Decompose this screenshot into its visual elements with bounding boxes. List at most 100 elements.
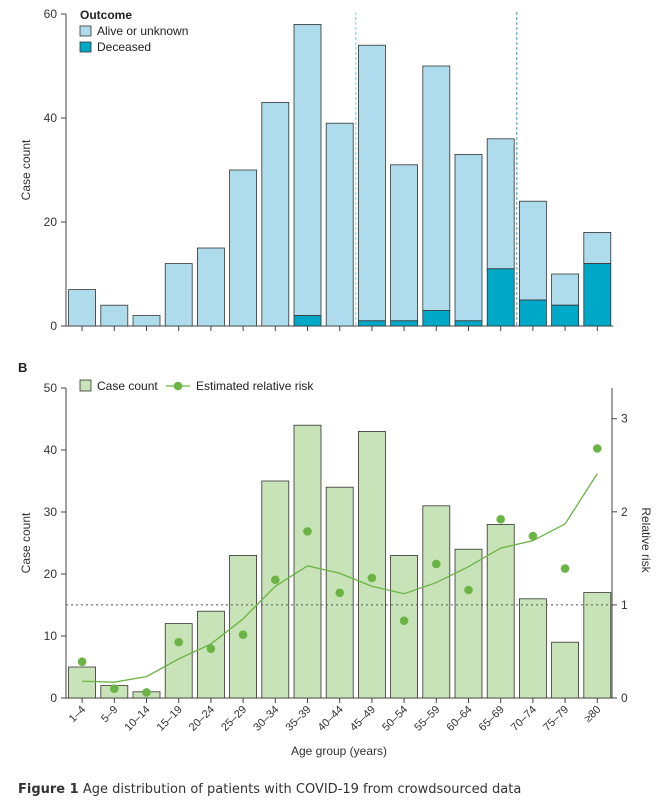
bar-alive-70-74 [519, 200, 547, 301]
bar-case-count-65-69 [486, 524, 515, 699]
panel-a-y-axis-label: Case count [19, 139, 33, 200]
bar-alive-1-4 [68, 289, 96, 327]
figure-caption: Figure 1 Age distribution of patients wi… [18, 782, 521, 797]
bar-deceased-50-54 [390, 320, 419, 327]
x-tick-label-50-54: 50–54 [380, 704, 410, 734]
bar-case-count-1-4 [68, 666, 96, 699]
bar-case-count-70-74 [519, 598, 547, 699]
panel-a-y-tick-label: 0 [50, 319, 57, 333]
bar-alive-20-24 [196, 247, 225, 327]
relative-risk-point-70-74 [528, 531, 538, 541]
relative-risk-point-75-79 [560, 564, 570, 573]
panel-b-x-axis-label: Age group (years) [291, 744, 387, 758]
bar-case-count-35-39 [293, 424, 322, 699]
x-tick-label-25-29: 25–29 [219, 704, 249, 734]
bar-case-count-60-64 [454, 548, 483, 699]
bar-alive-65-69 [486, 138, 515, 270]
x-tick-label-65-69: 65–69 [477, 704, 507, 734]
x-tick-label-10-14: 10–14 [123, 704, 153, 734]
panel-b-label: B [18, 360, 27, 375]
bar-case-count-20-24 [196, 610, 225, 699]
bar-alive-75-79 [551, 273, 579, 306]
panel-b-y-tick-label: 10 [44, 629, 58, 643]
legend-swatch-relative-risk-point [173, 381, 183, 391]
relative-risk-point-30-34 [271, 575, 280, 585]
relative-risk-point-45-49 [367, 573, 377, 583]
relative-risk-point-10-14 [142, 688, 151, 697]
bar-case-count-15-19 [164, 623, 193, 699]
relative-risk-point-80 [593, 444, 602, 453]
panel-b-y2-tick-label: 2 [621, 505, 628, 519]
relative-risk-smooth-line [82, 473, 598, 683]
legend-title: Outcome [80, 8, 132, 22]
bar-alive-10-14 [132, 315, 161, 327]
bar-alive-25-29 [229, 169, 258, 327]
bar-deceased-55-59 [422, 309, 451, 327]
legend-label-case-count: Case count [97, 379, 158, 393]
panel-b-y-tick-label: 20 [44, 567, 58, 581]
panel-a-chart: 0 20 40 60 Case count Outcome Alive or unknown… [19, 7, 614, 333]
panel-b-y-tick-label: 30 [44, 505, 58, 519]
legend-swatch-case-count [79, 379, 92, 392]
panel-b-y2-tick-label: 0 [621, 691, 628, 705]
panel-a-y-tick-label: 40 [44, 111, 58, 125]
legend-label-relative-risk: Estimated relative risk [196, 379, 314, 393]
bar-deceased-45-49 [357, 320, 386, 327]
bar-case-count-45-49 [357, 430, 386, 699]
relative-risk-point-50-54 [399, 616, 409, 626]
x-tick-label-75-79: 75–79 [541, 704, 571, 734]
relative-risk-point-40-44 [335, 588, 345, 598]
bar-alive-35-39 [293, 23, 322, 317]
bar-case-count-55-59 [422, 505, 451, 699]
bar-alive-60-64 [454, 153, 483, 322]
x-tick-label-60-64: 60–64 [445, 704, 475, 734]
bar-case-count-50-54 [390, 555, 419, 699]
panel-a-y-tick-label: 60 [44, 7, 58, 21]
panel-b-y-axis-label: Case count [19, 512, 33, 573]
legend-label-alive-or-unknown: Alive or unknown [97, 24, 188, 38]
bar-alive-5-9 [100, 304, 129, 327]
relative-risk-point-20-24 [206, 644, 216, 653]
bar-deceased-80 [583, 263, 612, 327]
x-tick-label-30-34: 30–34 [251, 704, 281, 734]
legend-label-deceased: Deceased [97, 40, 151, 54]
relative-risk-point-5-9 [110, 684, 119, 693]
bar-deceased-65-69 [486, 268, 515, 327]
relative-risk-point-65-69 [496, 514, 506, 524]
x-tick-label-5-9: 5–9 [99, 704, 120, 725]
x-tick-label-55-59: 55–59 [412, 704, 442, 734]
bar-deceased-75-79 [551, 304, 579, 327]
bar-case-count-30-34 [261, 480, 290, 699]
x-tick-label-70-74: 70–74 [509, 704, 539, 734]
x-tick-label-40-44: 40–44 [316, 704, 346, 734]
bar-alive-50-54 [390, 164, 419, 322]
x-tick-label-35-39: 35–39 [284, 704, 314, 734]
relative-risk-point-1-4 [77, 657, 87, 666]
panel-a-y-tick-label: 20 [44, 215, 58, 229]
bar-deceased-35-39 [293, 315, 322, 327]
bar-alive-15-19 [164, 263, 193, 327]
bar-deceased-70-74 [519, 299, 547, 327]
bar-case-count-80 [583, 592, 612, 699]
relative-risk-point-55-59 [432, 559, 441, 569]
panel-b-y2-axis-label: Relative risk [639, 507, 653, 573]
bar-case-count-75-79 [551, 641, 579, 699]
panel-b-y-tick-label: 0 [50, 691, 57, 705]
relative-risk-point-15-19 [174, 637, 183, 647]
x-tick-label-45-49: 45–49 [348, 704, 378, 734]
bar-alive-30-34 [261, 102, 290, 327]
x-tick-label-80: ≥80 [582, 704, 603, 725]
bar-deceased-60-64 [454, 320, 483, 327]
caption-label: Figure 1 [18, 782, 79, 797]
panel-b-y2-tick-label: 3 [621, 412, 628, 426]
bar-alive-55-59 [422, 65, 451, 311]
x-tick-label-1-4: 1–4 [67, 704, 88, 725]
bar-alive-45-49 [357, 44, 386, 322]
bar-alive-80 [583, 231, 612, 264]
relative-risk-point-60-64 [464, 585, 473, 595]
legend-swatch-deceased [79, 41, 92, 53]
panel-b-y2-tick-label: 1 [621, 598, 628, 612]
x-tick-label-15-19: 15–19 [155, 704, 185, 734]
panel-b-chart: B 0 10 20 30 40 50 0 1 2 3 Case count Relative risk 1… [18, 360, 653, 758]
